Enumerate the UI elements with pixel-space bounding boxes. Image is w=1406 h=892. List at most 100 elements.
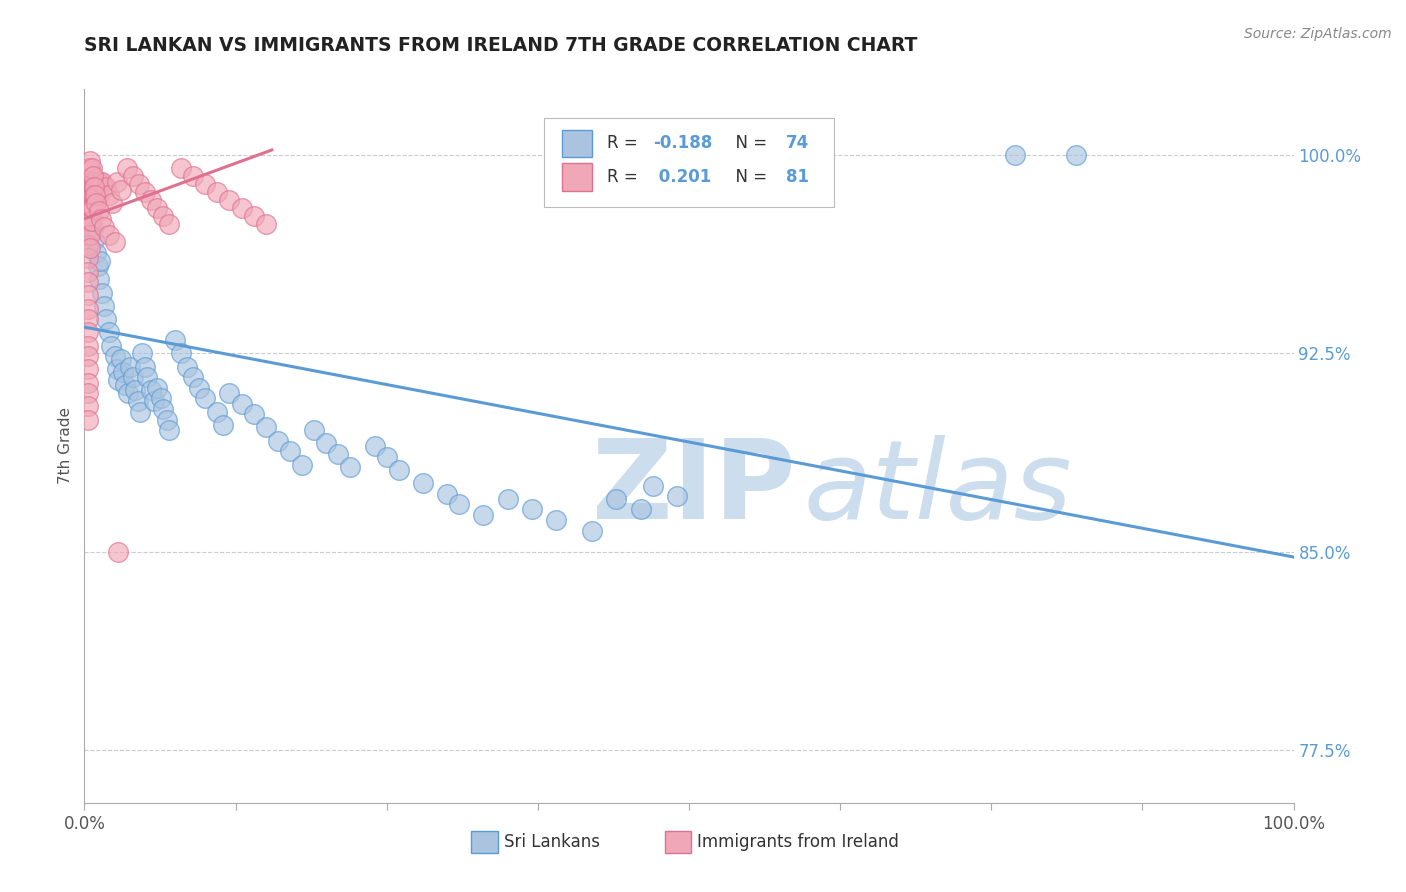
Point (77, 214, 100, 228)
Point (77, 376, 100, 390)
Point (77, 412, 100, 426)
Point (436, 486, 458, 500)
Point (86, 246, 108, 260)
Point (80, 161, 103, 176)
Point (82, 188, 104, 202)
Point (82, 169, 104, 184)
Point (77, 301, 100, 316)
Text: 0.201: 0.201 (652, 168, 711, 186)
Point (79, 201, 101, 215)
Point (811, 148, 834, 162)
Text: R =: R = (607, 168, 643, 186)
Text: atlas: atlas (804, 435, 1073, 542)
Point (176, 359, 198, 374)
Point (665, 489, 688, 503)
Point (79, 188, 101, 202)
Point (77, 338, 100, 352)
Point (520, 502, 543, 516)
Point (472, 508, 495, 522)
Point (110, 351, 132, 366)
Point (242, 209, 264, 223)
Point (93, 219, 115, 234)
Point (87, 272, 110, 286)
Point (128, 178, 150, 192)
Text: 81: 81 (786, 168, 808, 186)
Point (581, 524, 603, 538)
Point (104, 349, 127, 363)
Point (315, 436, 337, 450)
Point (278, 444, 301, 458)
Point (77, 264, 100, 278)
Point (77, 175, 100, 189)
Point (101, 195, 124, 210)
Point (212, 417, 235, 432)
Point (449, 497, 471, 511)
Point (134, 186, 156, 200)
Text: Sri Lankans: Sri Lankans (503, 833, 600, 851)
Bar (665, 831, 692, 853)
Point (79, 214, 101, 228)
Point (254, 217, 277, 231)
Point (630, 502, 652, 516)
Point (107, 373, 129, 387)
Point (77, 175, 100, 189)
Point (1004, 148, 1026, 162)
Point (218, 193, 240, 207)
Point (110, 183, 132, 197)
Point (112, 365, 135, 379)
Point (89, 254, 111, 268)
Point (86, 175, 108, 189)
Point (77, 188, 100, 202)
Point (114, 378, 136, 392)
Point (165, 333, 187, 347)
Point (155, 412, 177, 426)
Point (107, 545, 129, 559)
Text: Source: ZipAtlas.com: Source: ZipAtlas.com (1244, 27, 1392, 41)
Point (86, 260, 108, 274)
Point (77, 175, 100, 189)
Point (80, 206, 103, 220)
Point (388, 463, 411, 477)
Point (77, 238, 100, 252)
Point (89, 175, 111, 189)
Point (188, 381, 211, 395)
Point (77, 349, 100, 363)
Point (231, 201, 253, 215)
Point (77, 161, 100, 176)
Point (80, 201, 103, 215)
Point (105, 362, 128, 376)
Point (86, 195, 108, 210)
Point (121, 370, 143, 384)
Point (77, 201, 100, 215)
Point (93, 299, 115, 313)
Point (120, 359, 142, 374)
Point (544, 513, 567, 527)
Point (97, 326, 120, 340)
Point (77, 288, 100, 302)
Point (291, 458, 314, 472)
Text: Immigrants from Ireland: Immigrants from Ireland (697, 833, 900, 851)
Point (83, 188, 105, 202)
Point (139, 193, 162, 207)
Bar (562, 163, 592, 191)
Point (218, 386, 240, 401)
Point (129, 404, 152, 418)
Point (242, 407, 264, 421)
Point (80, 175, 103, 189)
Text: ZIP: ZIP (592, 435, 796, 542)
Point (91, 285, 114, 300)
Point (79, 241, 101, 255)
Point (77, 201, 100, 215)
Point (77, 214, 100, 228)
Point (157, 217, 180, 231)
Point (339, 460, 361, 475)
Point (90, 211, 112, 226)
Point (82, 201, 104, 215)
Point (82, 222, 104, 236)
Point (152, 209, 174, 223)
Point (86, 188, 108, 202)
Bar (562, 130, 592, 157)
Point (100, 338, 122, 352)
Point (87, 203, 110, 218)
Point (79, 188, 101, 202)
